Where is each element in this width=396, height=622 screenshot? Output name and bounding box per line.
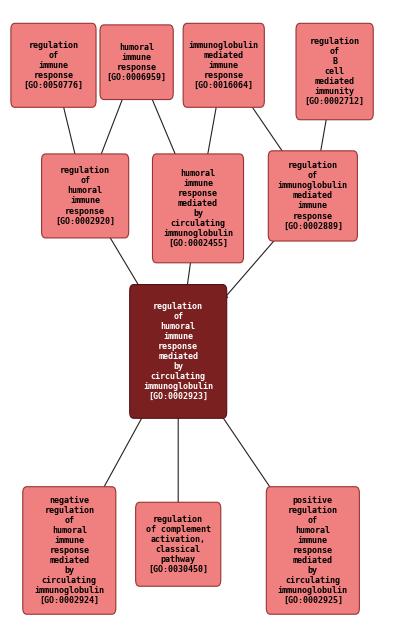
Text: regulation
of
humoral
immune
response
mediated
by
circulating
immunoglobulin
[GO: regulation of humoral immune response me… xyxy=(143,302,213,401)
FancyBboxPatch shape xyxy=(268,151,358,241)
FancyBboxPatch shape xyxy=(267,486,360,615)
Text: negative
regulation
of
humoral
immune
response
mediated
by
circulating
immunoglo: negative regulation of humoral immune re… xyxy=(34,496,104,605)
Text: immunoglobulin
mediated
immune
response
[GO:0016064]: immunoglobulin mediated immune response … xyxy=(189,40,259,90)
Text: regulation
of
B
cell
mediated
immunity
[GO:0002712]: regulation of B cell mediated immunity [… xyxy=(305,37,365,106)
Text: regulation
of
immunoglobulin
mediated
immune
response
[GO:0002889]: regulation of immunoglobulin mediated im… xyxy=(278,161,348,231)
FancyBboxPatch shape xyxy=(130,285,227,418)
FancyBboxPatch shape xyxy=(296,23,373,119)
FancyBboxPatch shape xyxy=(42,154,129,238)
Text: positive
regulation
of
humoral
immune
response
mediated
by
circulating
immunoglo: positive regulation of humoral immune re… xyxy=(278,496,348,605)
Text: regulation
of
humoral
immune
response
[GO:0002920]: regulation of humoral immune response [G… xyxy=(55,166,115,226)
FancyBboxPatch shape xyxy=(136,503,221,586)
FancyBboxPatch shape xyxy=(152,154,244,262)
FancyBboxPatch shape xyxy=(100,25,173,100)
Text: regulation
of complement
activation,
classical
pathway
[GO:0030450]: regulation of complement activation, cla… xyxy=(146,514,211,574)
Text: regulation
of
immune
response
[GO:0050776]: regulation of immune response [GO:005077… xyxy=(23,40,84,90)
FancyBboxPatch shape xyxy=(23,486,116,615)
Text: humoral
immune
response
[GO:0006959]: humoral immune response [GO:0006959] xyxy=(107,43,167,81)
FancyBboxPatch shape xyxy=(183,23,264,107)
Text: humoral
immune
response
mediated
by
circulating
immunoglobulin
[GO:0002455]: humoral immune response mediated by circ… xyxy=(163,169,233,248)
FancyBboxPatch shape xyxy=(11,23,96,107)
